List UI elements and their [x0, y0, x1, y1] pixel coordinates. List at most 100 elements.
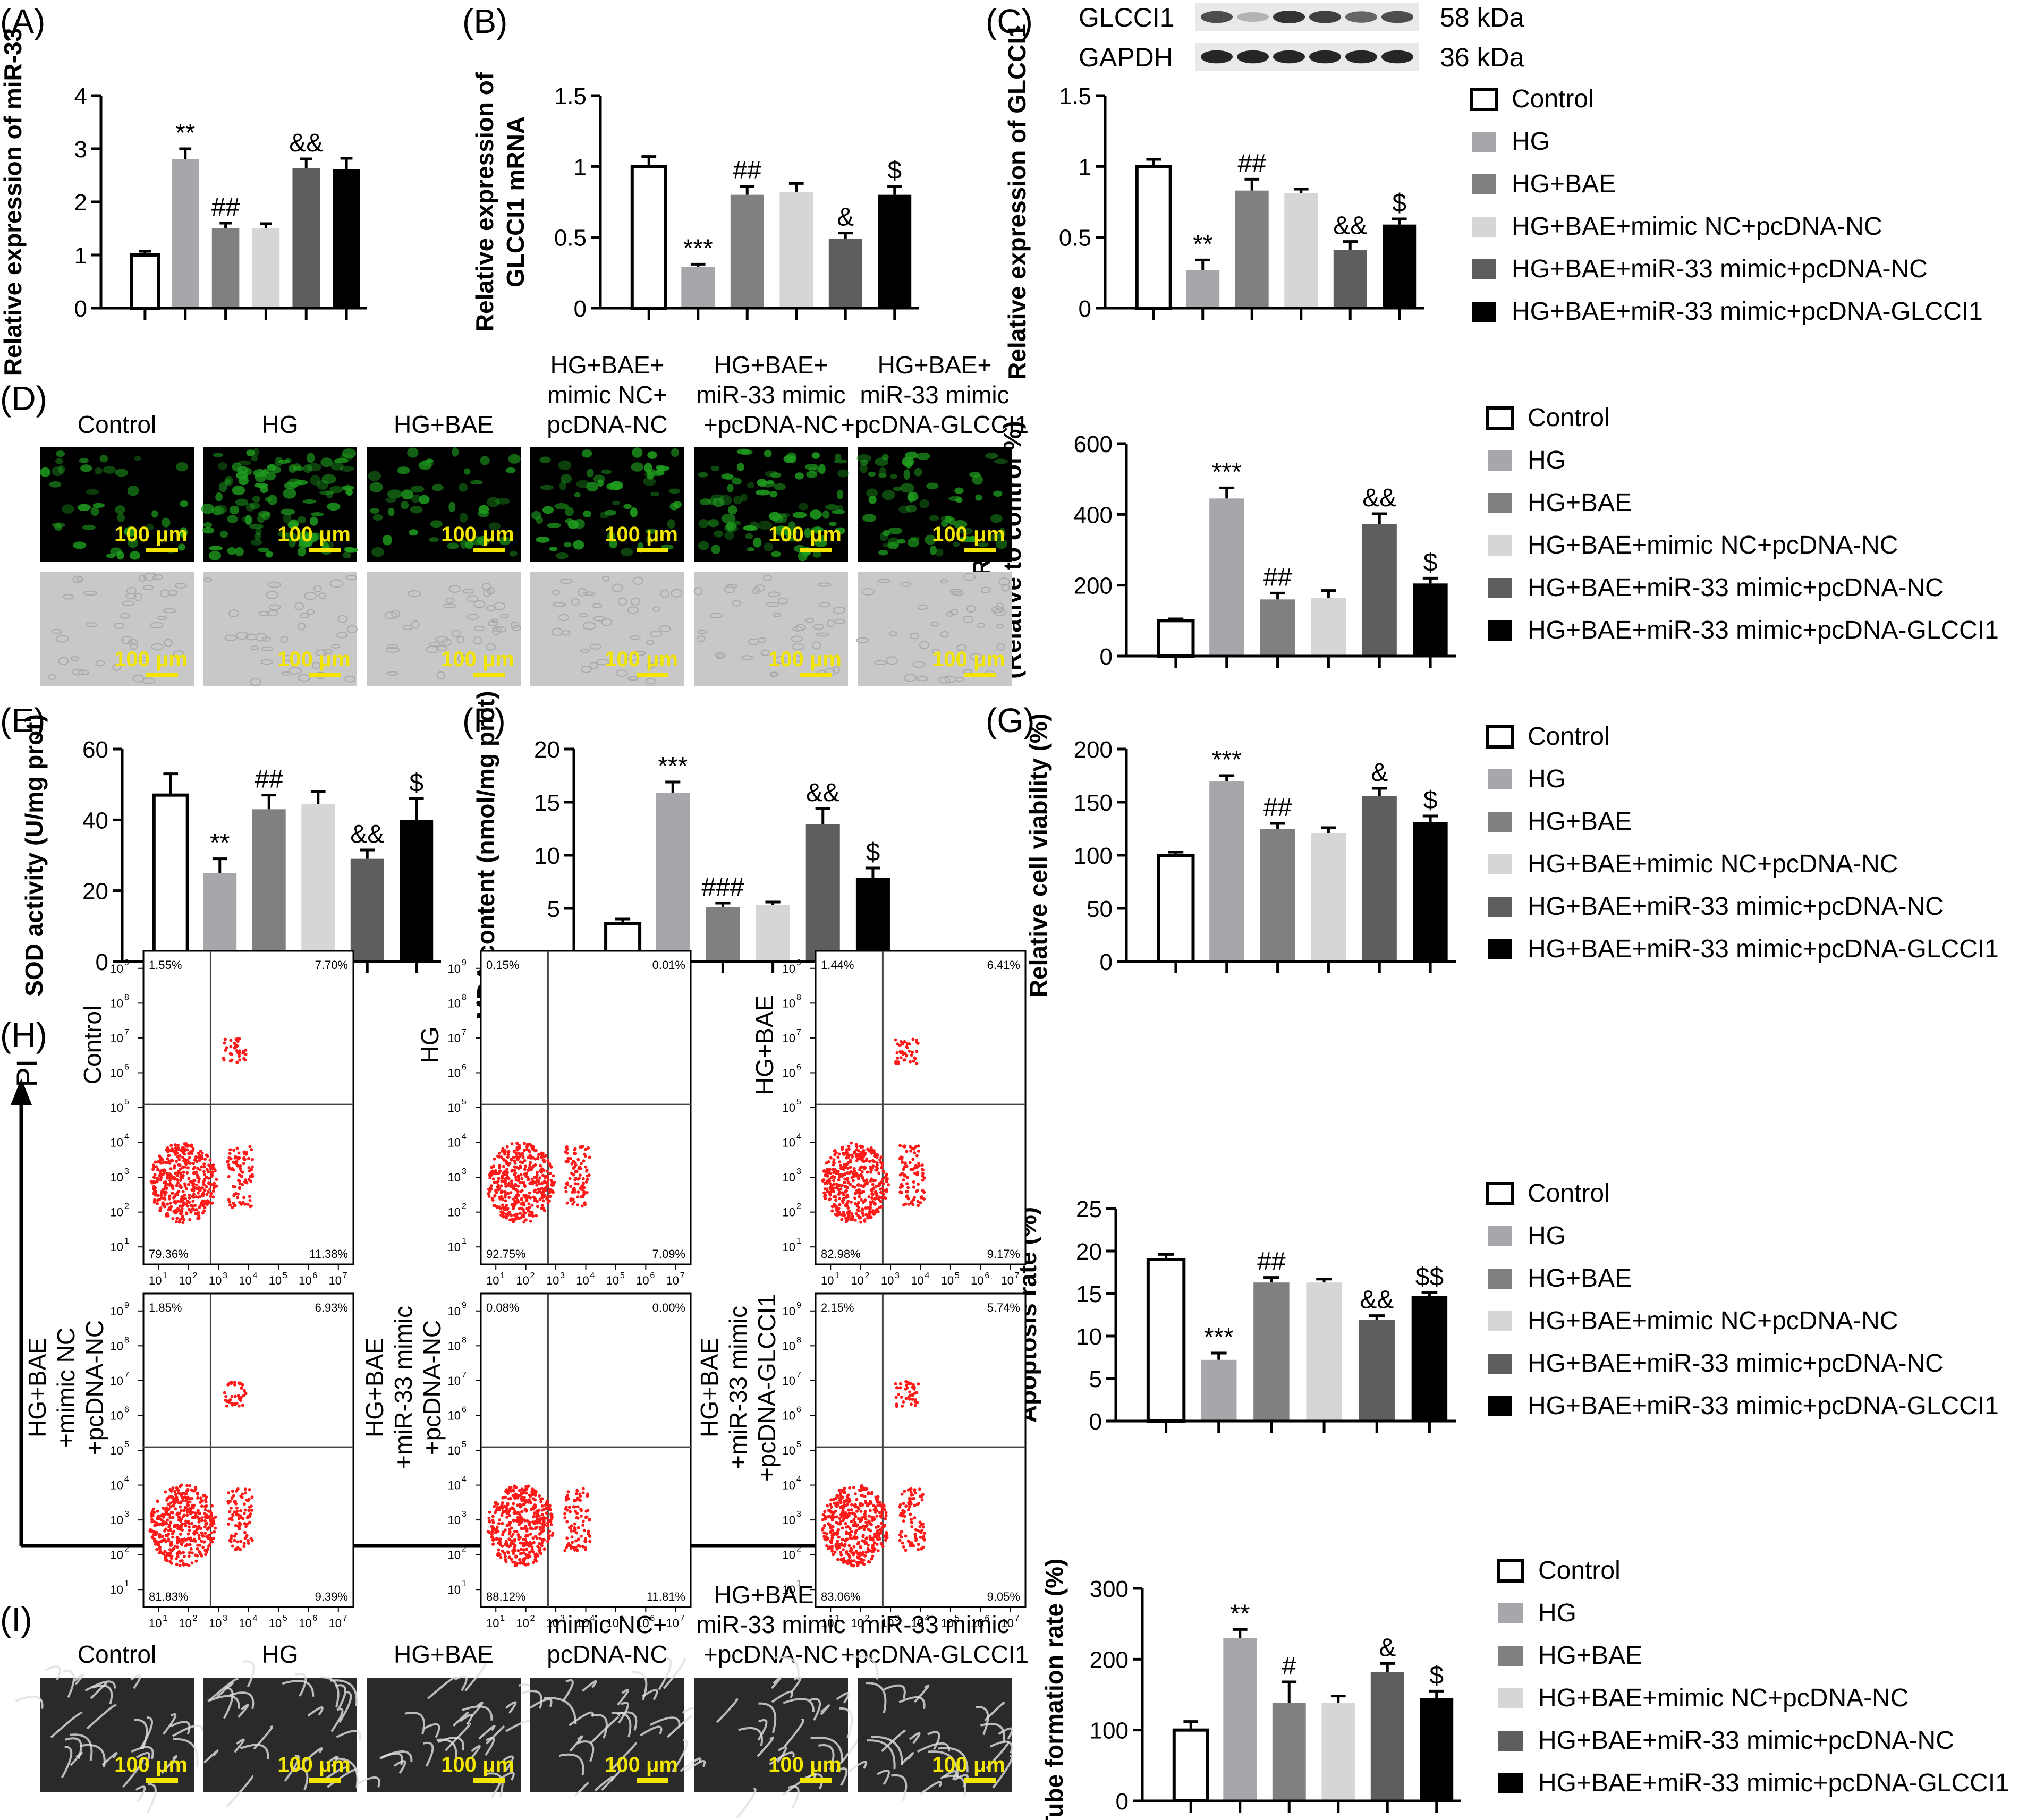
significance-label: ## [1263, 794, 1292, 822]
cell-signal [505, 467, 516, 473]
event-dot [169, 1511, 173, 1514]
event-dot [506, 1184, 510, 1187]
event-dot [209, 1195, 213, 1198]
event-dot [176, 1144, 180, 1147]
event-dot [832, 1179, 836, 1183]
event-dot [842, 1193, 845, 1196]
event-dot [176, 1538, 179, 1542]
cell-signal [508, 454, 521, 464]
event-dot [196, 1217, 200, 1220]
event-dot [540, 1497, 544, 1501]
bar [333, 169, 360, 308]
event-dot [527, 1195, 530, 1198]
cell-signal [779, 514, 787, 524]
event-dot [908, 1161, 912, 1164]
y-tick-label: 40 [82, 807, 108, 834]
scale-bar [964, 673, 996, 677]
event-dot [895, 1386, 898, 1390]
cell-signal [465, 540, 473, 549]
event-dot [176, 1170, 180, 1173]
x-tick-exponent: 3 [223, 1271, 227, 1280]
tube-network [226, 1774, 254, 1808]
cell-signal [307, 453, 315, 463]
event-dot [870, 1178, 873, 1181]
cell-outline [128, 639, 139, 646]
event-dot [522, 1220, 526, 1224]
event-dot [878, 1503, 881, 1507]
tube-network [320, 1676, 340, 1708]
y-tick-exponent: 4 [124, 1475, 129, 1484]
event-dot [867, 1528, 870, 1532]
cell-outline [494, 602, 506, 610]
event-dot [224, 1037, 227, 1041]
tube-network [642, 1689, 658, 1700]
event-dot [843, 1490, 846, 1494]
event-dot [536, 1156, 540, 1160]
y-tick-base: 10 [111, 1374, 123, 1388]
event-dot [832, 1158, 836, 1162]
y-tick-base: 10 [783, 1171, 795, 1184]
event-dot [838, 1160, 842, 1164]
pi-arrow [11, 1078, 32, 1105]
bar [1411, 1296, 1448, 1421]
event-dot [172, 1529, 176, 1533]
event-dot [175, 1217, 179, 1220]
y-tick-base: 10 [783, 1136, 795, 1150]
y-tick-base: 10 [448, 1136, 461, 1150]
cell-signal [860, 459, 868, 466]
tube-network [784, 1719, 804, 1747]
event-dot [855, 1498, 859, 1501]
event-dot [243, 1508, 247, 1512]
quadrant-value: 6.41% [987, 958, 1020, 972]
event-dot [583, 1547, 587, 1551]
event-dot [487, 1192, 490, 1195]
event-dot [154, 1542, 157, 1546]
event-dot [235, 1513, 239, 1517]
event-dot [497, 1548, 501, 1552]
event-dot [498, 1543, 502, 1547]
event-dot [228, 1052, 232, 1056]
sample-label: HG+BAE [361, 1338, 388, 1438]
event-dot [167, 1537, 170, 1541]
event-dot [904, 1549, 908, 1552]
column-label: +pcDNA-NC [703, 411, 838, 438]
event-dot [173, 1490, 177, 1493]
panel-letter: (B) [462, 2, 507, 40]
event-dot [202, 1540, 206, 1544]
event-dot [870, 1196, 874, 1200]
cell-outline [596, 659, 609, 666]
column-label: Control [78, 1640, 156, 1668]
tube-network [594, 1775, 615, 1792]
cell-outline [627, 676, 639, 681]
cell-signal [914, 467, 922, 477]
event-dot [161, 1519, 165, 1523]
cell-signal [180, 500, 189, 507]
legend-label: HG [1512, 127, 1550, 156]
cell-signal [887, 537, 900, 548]
event-dot [506, 1155, 510, 1159]
event-dot [178, 1185, 182, 1188]
cell-outline [288, 667, 302, 675]
event-dot [899, 1530, 903, 1534]
cell-signal [832, 509, 845, 514]
y-tick-exponent: 6 [124, 1062, 129, 1071]
event-dot [493, 1157, 496, 1161]
significance-label: # [1282, 1652, 1296, 1680]
event-dot [518, 1513, 522, 1517]
cell-signal [645, 535, 653, 544]
event-dot [868, 1534, 872, 1538]
event-dot [525, 1145, 529, 1149]
legend-label: HG+BAE [1528, 489, 1632, 517]
event-dot [869, 1200, 872, 1204]
event-dot [852, 1551, 856, 1555]
event-dot [177, 1209, 181, 1213]
cell-outline [466, 594, 479, 602]
scale-bar [800, 673, 832, 677]
cell-signal [540, 484, 554, 490]
event-dot [853, 1492, 857, 1496]
cell-outline [571, 598, 580, 606]
event-dot [530, 1549, 534, 1552]
blot-band [1273, 11, 1305, 23]
event-dot [899, 1056, 903, 1060]
event-dot [501, 1203, 504, 1207]
